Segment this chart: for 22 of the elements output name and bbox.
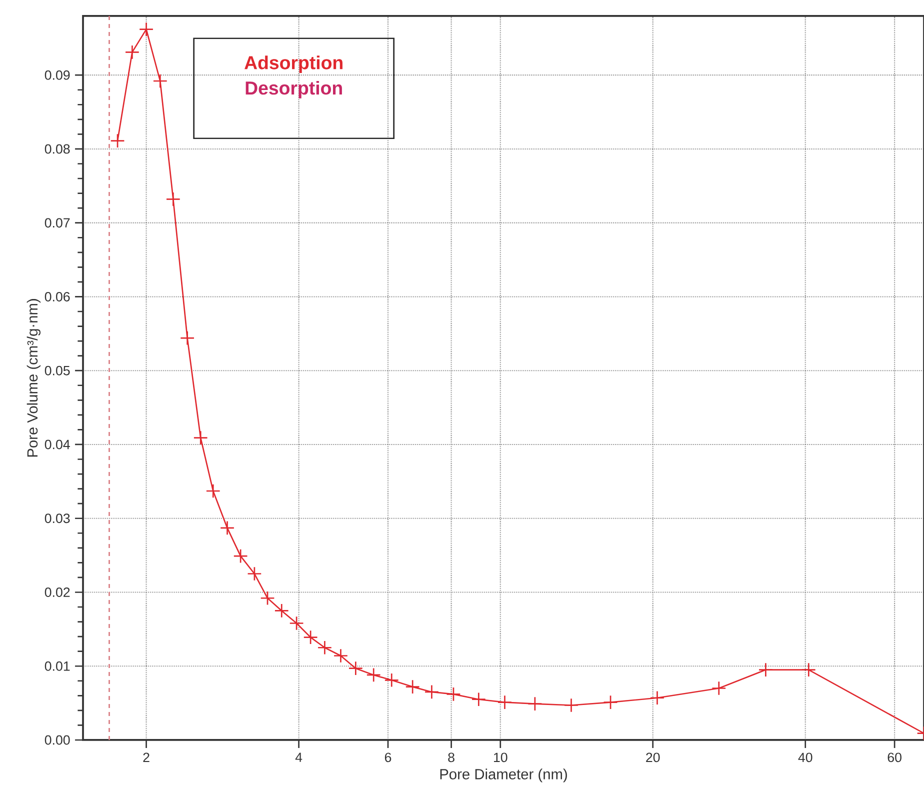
annotation: Desorption: [246, 80, 342, 98]
x-tick-label: 40: [798, 752, 812, 762]
y-tick-label: 0.05: [44, 366, 70, 376]
x-tick-label: 8: [448, 752, 454, 762]
x-tick-label: 60: [888, 752, 902, 762]
y-tick-label: 0.08: [44, 144, 70, 154]
y-tick-label: 0.02: [44, 588, 70, 597]
y-tick-label: 0.01: [44, 661, 70, 671]
x-tick-label: 20: [646, 752, 660, 762]
y-tick-label: 0.04: [44, 440, 70, 450]
text: Adsorption: [244, 56, 342, 74]
y-tick-label: 0.07: [44, 218, 70, 228]
y-tick-label: 0.06: [44, 292, 70, 302]
x-tick-label: 4: [295, 752, 302, 762]
y-tick-label: 0.00: [44, 735, 70, 745]
y-axis-title: Pore Volume (cm³/g·nm): [26, 299, 41, 457]
y-tick-label: 0.03: [44, 514, 70, 524]
x-tick-label: 10: [494, 752, 508, 762]
x-tick-label: 2: [143, 752, 150, 762]
x-axis-title: Pore Diameter (nm): [440, 768, 567, 782]
x-tick-label: 6: [384, 752, 392, 762]
y-tick-label: 0.09: [44, 70, 70, 80]
